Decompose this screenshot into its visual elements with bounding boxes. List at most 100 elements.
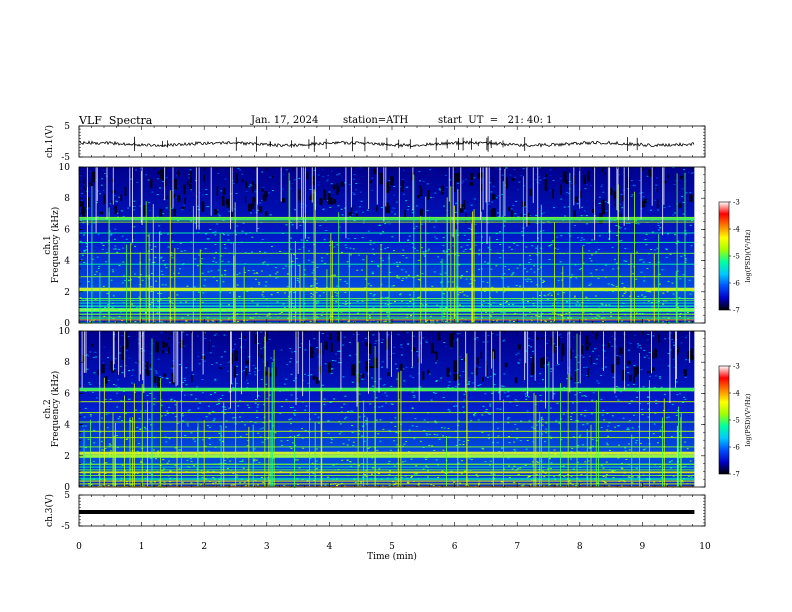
noise-pixel — [600, 303, 603, 305]
noise-pixel — [171, 367, 174, 369]
noise-pixel — [454, 253, 456, 255]
noise-pixel — [684, 377, 687, 378]
colorbar-tick-label: -6 — [733, 444, 740, 452]
white-streak — [297, 331, 299, 374]
noise-pixel — [481, 414, 484, 416]
noise-pixel — [489, 405, 492, 407]
noise-pixel — [423, 419, 426, 421]
noise-pixel — [303, 303, 306, 305]
noise-pixel — [657, 225, 660, 227]
white-streak — [112, 331, 114, 371]
noise-pixel — [437, 256, 439, 258]
noise-pixel — [409, 375, 412, 377]
dark-patch — [453, 373, 457, 381]
noise-pixel — [560, 439, 563, 441]
sferic-streak — [91, 186, 93, 323]
noise-pixel — [246, 290, 249, 292]
noise-pixel — [357, 334, 360, 335]
noise-pixel — [390, 323, 393, 324]
noise-pixel — [166, 413, 169, 414]
noise-pixel — [609, 430, 612, 431]
noise-pixel — [212, 420, 215, 422]
noise-pixel — [290, 358, 293, 359]
noise-pixel — [462, 250, 465, 252]
noise-pixel — [469, 248, 472, 250]
spectral-band — [79, 318, 695, 320]
noise-pixel — [641, 408, 644, 410]
noise-pixel — [497, 435, 500, 437]
dark-patch — [84, 188, 86, 195]
noise-pixel — [177, 185, 180, 187]
noise-pixel — [452, 245, 455, 247]
sferic-streak — [114, 423, 116, 487]
noise-pixel — [149, 368, 152, 370]
noise-pixel — [155, 370, 158, 372]
noise-pixel — [603, 317, 606, 319]
noise-pixel — [582, 444, 585, 446]
noise-pixel — [315, 448, 318, 450]
white-streak — [669, 331, 671, 403]
noise-pixel — [171, 257, 174, 259]
noise-pixel — [279, 412, 282, 414]
noise-pixel — [664, 338, 667, 340]
sferic-streak — [147, 400, 148, 487]
noise-pixel — [285, 224, 288, 226]
noise-pixel — [432, 392, 435, 394]
noise-pixel — [529, 484, 532, 486]
noise-pixel — [556, 248, 559, 250]
noise-pixel — [477, 419, 480, 421]
noise-pixel — [478, 249, 481, 251]
noise-pixel — [516, 405, 519, 407]
white-streak — [345, 167, 347, 239]
noise-pixel — [578, 268, 581, 270]
sferic-streak — [653, 254, 655, 323]
noise-pixel — [519, 285, 522, 287]
noise-pixel — [338, 433, 341, 435]
noise-pixel — [150, 248, 153, 250]
waveform-ch1-waveform — [78, 136, 695, 152]
noise-pixel — [582, 244, 585, 246]
noise-pixel — [349, 247, 352, 249]
noise-pixel — [310, 374, 313, 376]
dark-patch — [540, 358, 545, 368]
noise-pixel — [655, 187, 658, 189]
noise-pixel — [326, 180, 329, 182]
noise-pixel — [290, 183, 293, 184]
dark-patch — [189, 170, 192, 183]
noise-pixel — [491, 392, 493, 394]
dark-patch — [419, 188, 423, 196]
dark-patch — [390, 355, 392, 360]
noise-pixel — [118, 265, 121, 267]
noise-pixel — [544, 441, 547, 442]
noise-pixel — [601, 414, 604, 416]
noise-pixel — [150, 301, 153, 303]
sferic-streak — [374, 400, 376, 487]
noise-pixel — [515, 201, 518, 202]
noise-pixel — [535, 167, 538, 169]
waveform-trace — [79, 510, 695, 514]
sferic-streak — [348, 252, 350, 323]
dark-patch — [620, 213, 623, 219]
x-tick-label: 10 — [699, 542, 711, 552]
noise-pixel — [235, 383, 238, 384]
noise-pixel — [636, 396, 638, 398]
noise-pixel — [683, 396, 685, 398]
noise-pixel — [511, 273, 514, 275]
noise-pixel — [465, 484, 468, 486]
dark-patch — [81, 355, 86, 362]
dark-patch — [260, 354, 263, 359]
noise-pixel — [353, 193, 356, 195]
noise-pixel — [588, 250, 591, 252]
noise-pixel — [506, 418, 509, 420]
noise-pixel — [356, 269, 359, 271]
white-streak — [534, 331, 536, 381]
noise-pixel — [136, 181, 139, 183]
noise-pixel — [513, 169, 516, 171]
noise-pixel — [345, 416, 348, 418]
noise-pixel — [672, 214, 675, 216]
noise-pixel — [331, 439, 333, 441]
noise-pixel — [504, 184, 507, 186]
noise-pixel — [530, 346, 533, 348]
noise-pixel — [286, 440, 289, 441]
noise-pixel — [537, 461, 540, 463]
